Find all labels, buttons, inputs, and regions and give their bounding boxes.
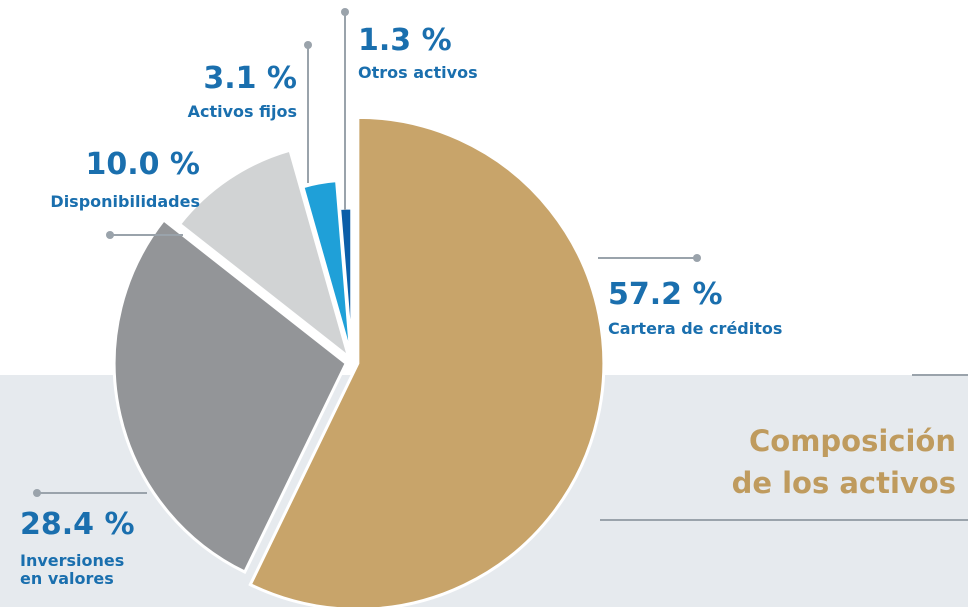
title-line: Composición <box>748 424 956 458</box>
pie-slice <box>301 179 353 357</box>
value-label: 10.0 % <box>85 147 200 182</box>
chart-title: Composición de los activos <box>706 420 956 504</box>
value-label: 1.3 % <box>358 23 452 58</box>
category-label: Cartera de créditos <box>608 319 783 338</box>
category-label: Activos fijos <box>187 102 297 121</box>
value-label: 57.2 % <box>608 277 723 312</box>
pie-slice <box>177 148 352 362</box>
title-line: de los activos <box>731 466 956 501</box>
category-label: Disponibilidades <box>50 192 200 211</box>
pie-slice <box>248 115 606 607</box>
leader-dot <box>304 41 312 49</box>
value-label: 3.1 % <box>203 61 297 96</box>
category-label: Inversiones en valores <box>20 551 125 589</box>
pie-slice <box>112 217 349 575</box>
leader-dot <box>693 254 701 262</box>
leader-dot <box>106 231 114 239</box>
category-label: Otros activos <box>358 63 478 82</box>
leader-dot <box>33 489 41 497</box>
leader-dot <box>341 8 349 16</box>
value-label: 28.4 % <box>20 507 135 542</box>
